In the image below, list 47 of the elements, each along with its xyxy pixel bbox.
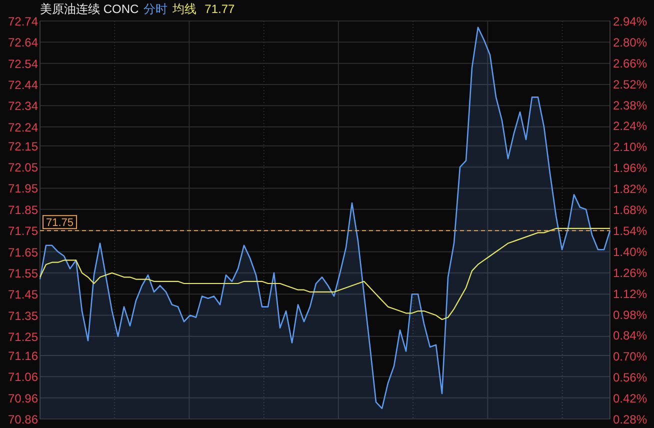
y2-tick-label: 2.52% [613, 77, 648, 92]
text: 71.77 [204, 2, 236, 16]
line-series [39, 228, 611, 320]
y2-tick-label: 1.40% [613, 244, 648, 259]
y2-tick-label: 2.24% [613, 119, 648, 134]
y2-tick-label: 0.84% [613, 328, 648, 343]
y2-tick-label: 1.96% [613, 161, 648, 176]
y2-tick-label: 1.82% [613, 182, 648, 196]
y-tick-label: 70.96 [8, 391, 38, 406]
y-tick-label: 72.24 [8, 120, 38, 134]
text: 均线 [172, 2, 197, 16]
ref-line-label: 71.75 [46, 217, 74, 230]
y-tick-label: 70.86 [8, 412, 38, 426]
y-tick-label: 72.54 [8, 56, 38, 71]
y2-tick-label: 1.68% [613, 203, 648, 218]
y-tick-label: 71.65 [8, 245, 38, 260]
y2-tick-label: 0.70% [613, 350, 648, 364]
y-tick-label: 72.34 [8, 99, 38, 114]
y2-tick-label: 1.12% [613, 286, 648, 301]
ref-label: 71.75 [42, 215, 78, 230]
y-tick-label: 72.05 [8, 160, 38, 175]
y-tick-label: 72.74 [8, 14, 38, 28]
y-tick-label: 72.44 [8, 78, 38, 92]
y-tick-label: 72.15 [8, 139, 38, 154]
y2-tick-label: 2.66% [613, 56, 648, 70]
y2-tick-label: 2.94% [613, 14, 648, 28]
y-tick-label: 71.06 [8, 370, 38, 384]
y2-tick-label: 2.10% [613, 140, 648, 154]
text: 分时 [144, 2, 168, 16]
y-tick-label: 71.85 [8, 202, 38, 217]
y2-tick-label: 0.56% [613, 370, 648, 385]
y-tick-label: 72.64 [8, 36, 38, 50]
y-tick-label: 71.45 [8, 288, 38, 302]
y2-tick-label: 1.54% [613, 224, 648, 238]
y2-tick-label: 0.28% [613, 412, 648, 426]
y2-tick-label: 0.42% [613, 392, 648, 406]
y-tick-label: 71.55 [8, 266, 38, 280]
chart-title: 美原油连续 CONC [40, 2, 139, 16]
y-tick-label: 71.25 [8, 330, 38, 344]
y-tick-label: 71.35 [8, 308, 38, 323]
y-tick-label: 71.95 [8, 182, 38, 196]
y2-tick-label: 2.38% [613, 98, 648, 112]
y2-tick-label: 1.26% [613, 266, 648, 280]
y2-tick-label: 2.80% [613, 35, 648, 50]
y-tick-label: 71.75 [8, 224, 38, 238]
y-tick-label: 71.16 [8, 348, 38, 363]
y2-tick-label: 0.98% [613, 308, 648, 322]
